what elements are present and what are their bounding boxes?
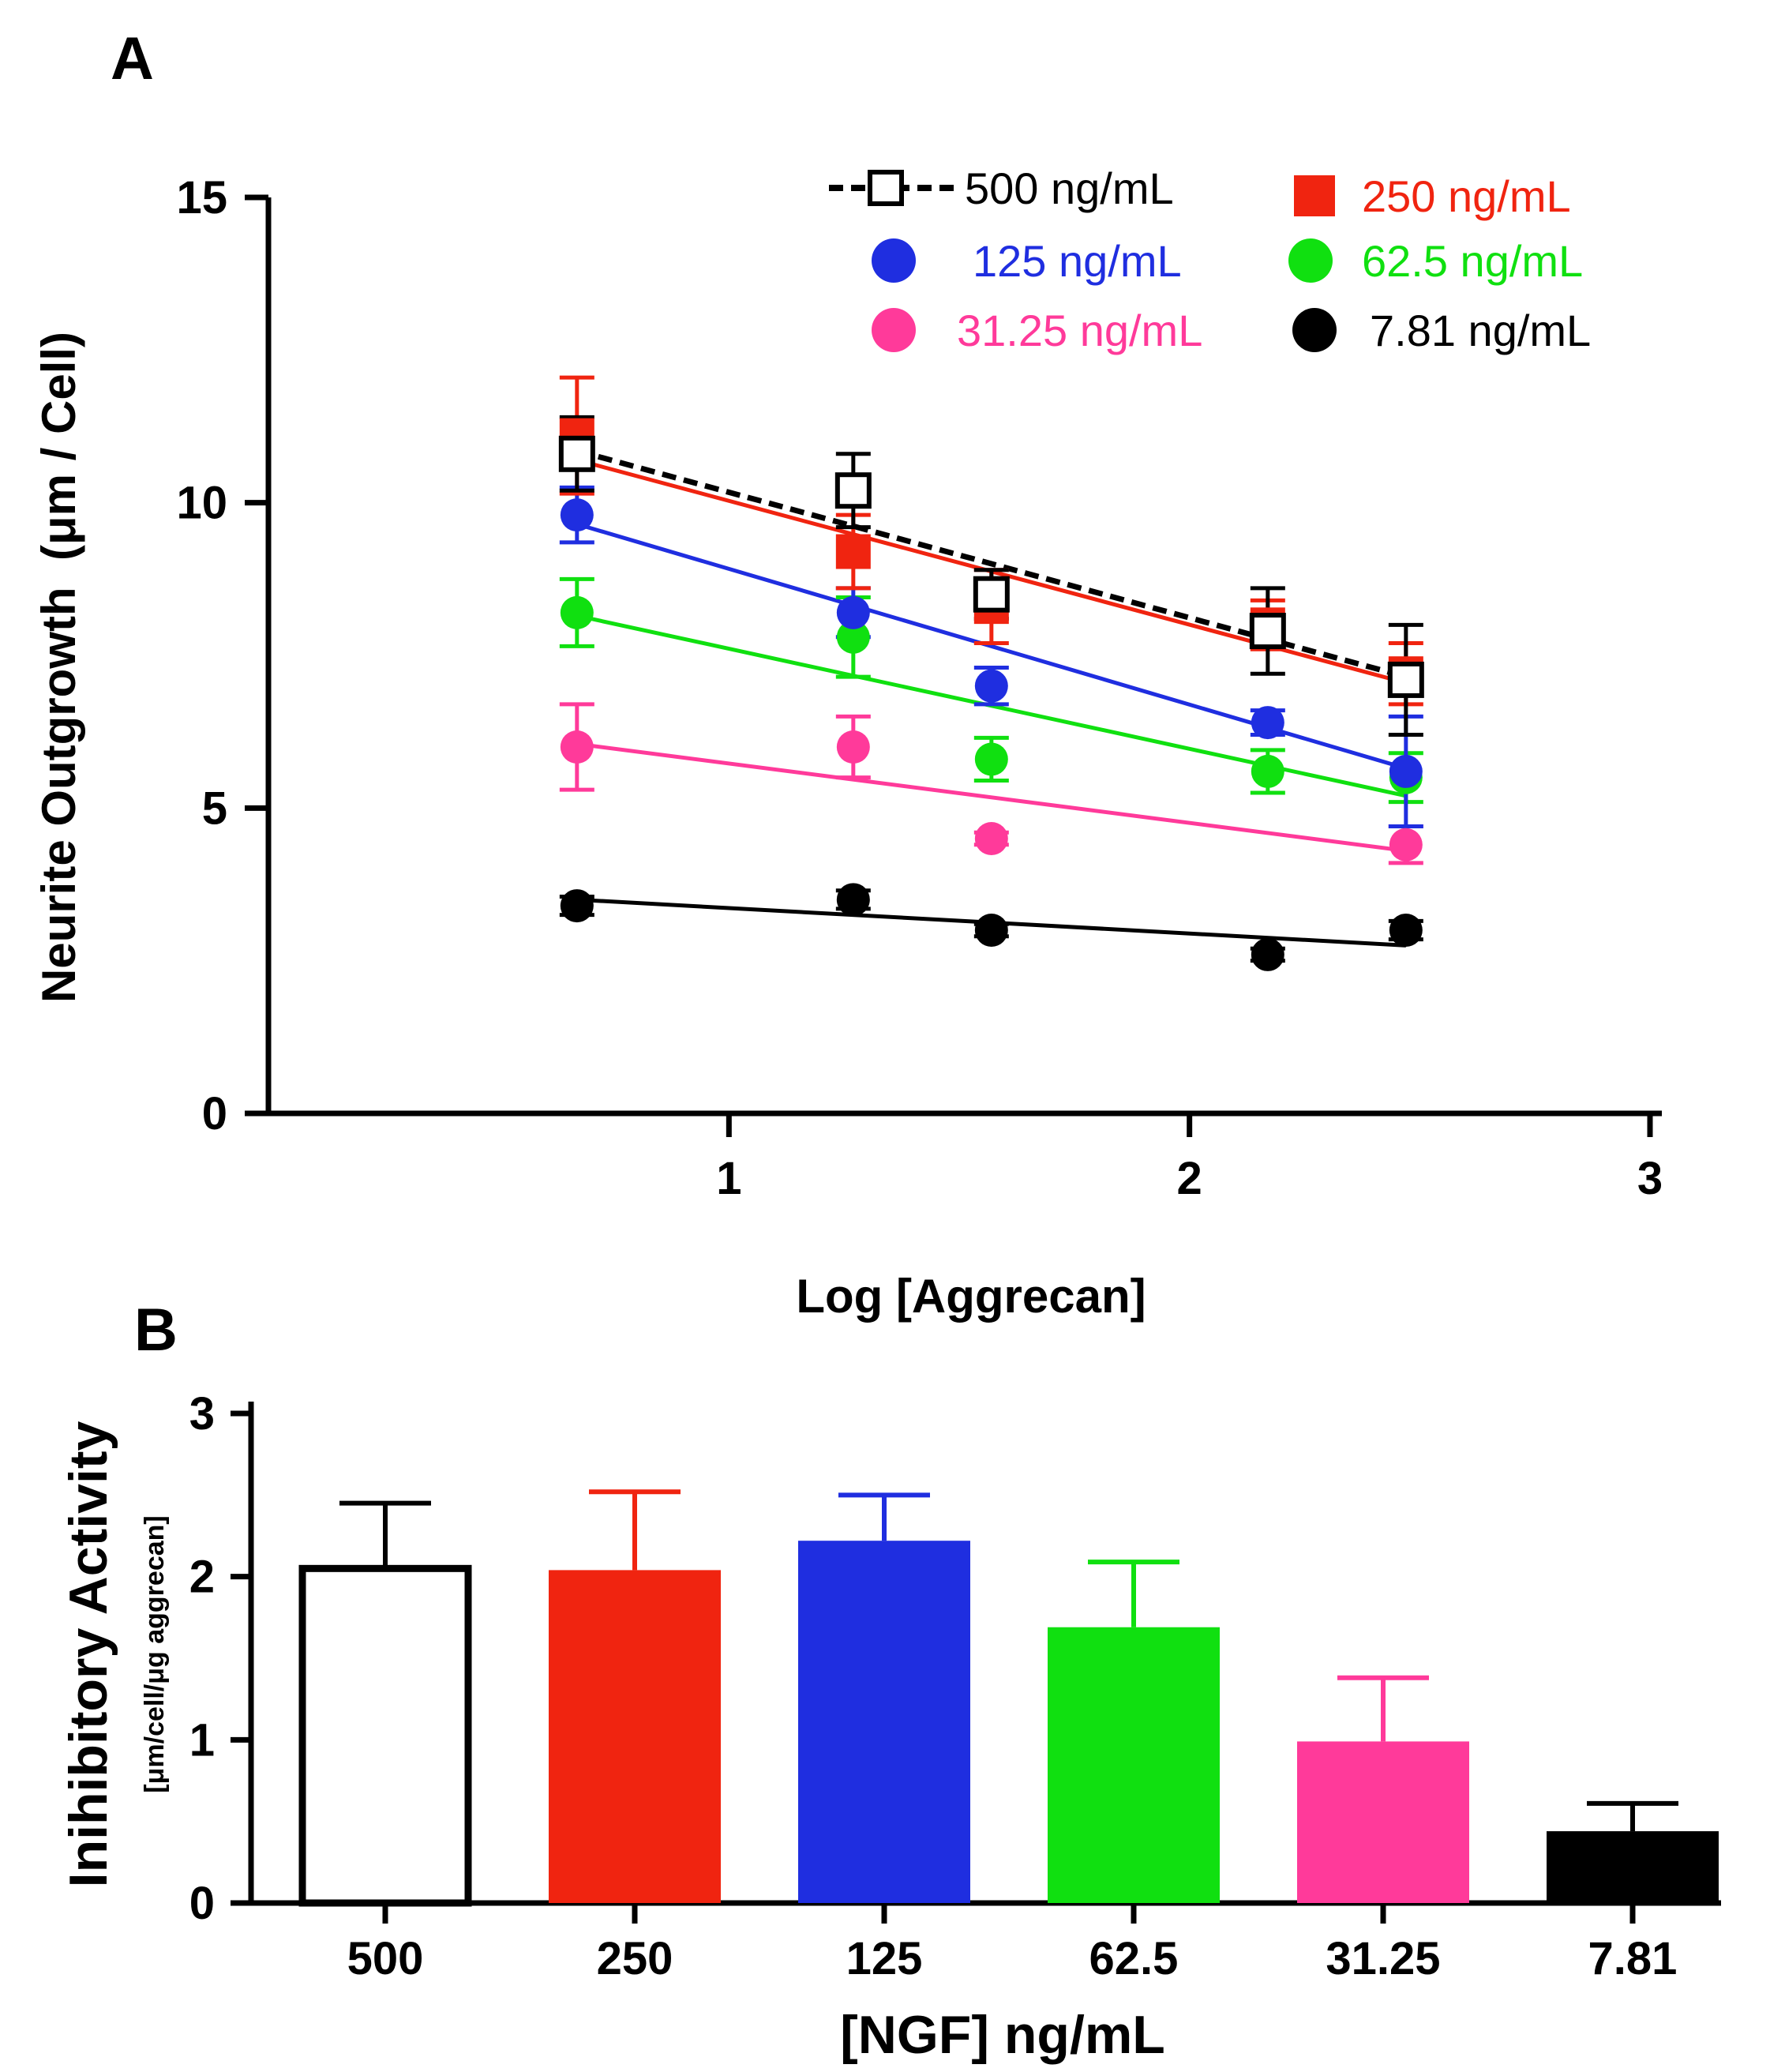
data-point	[836, 883, 870, 917]
a-y-tick-label: 15	[176, 172, 227, 223]
data-point	[836, 595, 870, 629]
legend-marker-1	[1294, 175, 1335, 216]
bar-500	[298, 1564, 472, 1907]
legend-label-3: 62.5 ng/mL	[1362, 236, 1583, 286]
panel-a-label: A	[111, 25, 154, 92]
data-point	[1251, 937, 1284, 971]
b-x-tick-label: 31.25	[1326, 1933, 1440, 1984]
legend-label-0: 500 ng/mL	[965, 163, 1174, 213]
data-point	[974, 914, 1008, 947]
b-y-tick-label: 3	[189, 1388, 215, 1440]
a-legend: 500 ng/mL 250 ng/mL 125 ng/mL 62.5 ng/mL 31.…	[829, 163, 1591, 355]
data-point	[1387, 661, 1424, 698]
b-y-axis-subtitle: [μm/cell/μg aggrecan]	[140, 1515, 170, 1792]
bar-31.25	[1297, 1741, 1469, 1903]
data-point	[973, 576, 1010, 613]
data-point	[1389, 828, 1423, 861]
data-point	[1389, 914, 1423, 947]
data-point	[1251, 706, 1284, 740]
fit-line-4	[576, 741, 1407, 853]
data-point	[1249, 613, 1286, 650]
b-x-tick-label: 250	[597, 1933, 673, 1984]
data-point	[835, 534, 871, 569]
b-x-tick-label: 500	[347, 1933, 424, 1984]
data-point	[974, 669, 1008, 703]
b-x-tick-label: 62.5	[1089, 1933, 1179, 1984]
b-y-axis-title: Inihibitory Activity	[58, 1421, 118, 1887]
a-x-tick-label: 2	[1177, 1153, 1202, 1204]
b-y-tick-label: 1	[189, 1714, 215, 1766]
b-x-tick-label: 7.81	[1588, 1933, 1678, 1984]
legend-marker-2	[872, 238, 916, 283]
chart-a: 0 5 10 15 1 2 3 Log [Aggrecan] Neurite Outgro…	[32, 163, 1663, 1323]
data-point	[836, 730, 870, 764]
legend-label-4: 31.25 ng/mL	[957, 306, 1202, 355]
a-x-tick-label: 3	[1637, 1153, 1663, 1204]
data-point	[834, 472, 872, 509]
a-y-tick-label: 0	[202, 1088, 227, 1139]
legend-marker-4	[872, 308, 916, 352]
a-x-axis-title: Log [Aggrecan]	[796, 1270, 1146, 1323]
b-y-tick-label: 2	[189, 1552, 215, 1603]
data-point	[560, 889, 594, 923]
b-y-tick-label: 0	[189, 1878, 215, 1929]
a-y-axis-title: Neurite Outgrowth (μm / Cell)	[32, 332, 85, 1003]
a-y-tick-label: 10	[176, 478, 227, 529]
panel-b-label: B	[134, 1297, 178, 1364]
legend-marker-0	[868, 170, 904, 206]
bar-62.5	[1048, 1627, 1220, 1903]
data-point	[836, 620, 870, 654]
data-point	[1251, 754, 1284, 788]
data-point	[558, 435, 595, 472]
data-point	[974, 822, 1008, 855]
bar-250	[549, 1570, 721, 1903]
data-point	[1389, 754, 1423, 788]
data-point	[560, 595, 594, 629]
data-point	[974, 742, 1008, 776]
legend-marker-3	[1288, 238, 1333, 283]
a-x-tick-label: 1	[716, 1153, 741, 1204]
b-x-tick-label: 125	[846, 1933, 923, 1984]
bar-125	[798, 1541, 970, 1903]
legend-marker-5	[1292, 308, 1337, 352]
legend-label-1: 250 ng/mL	[1362, 171, 1571, 221]
legend-label-5: 7.81 ng/mL	[1370, 306, 1591, 355]
a-y-tick-label: 5	[202, 783, 227, 834]
data-point	[560, 498, 594, 532]
bar-7.81	[1547, 1831, 1719, 1903]
b-x-axis-title: [NGF] ng/mL	[840, 2005, 1165, 2065]
legend-label-2: 125 ng/mL	[973, 236, 1182, 286]
data-point	[560, 730, 594, 764]
